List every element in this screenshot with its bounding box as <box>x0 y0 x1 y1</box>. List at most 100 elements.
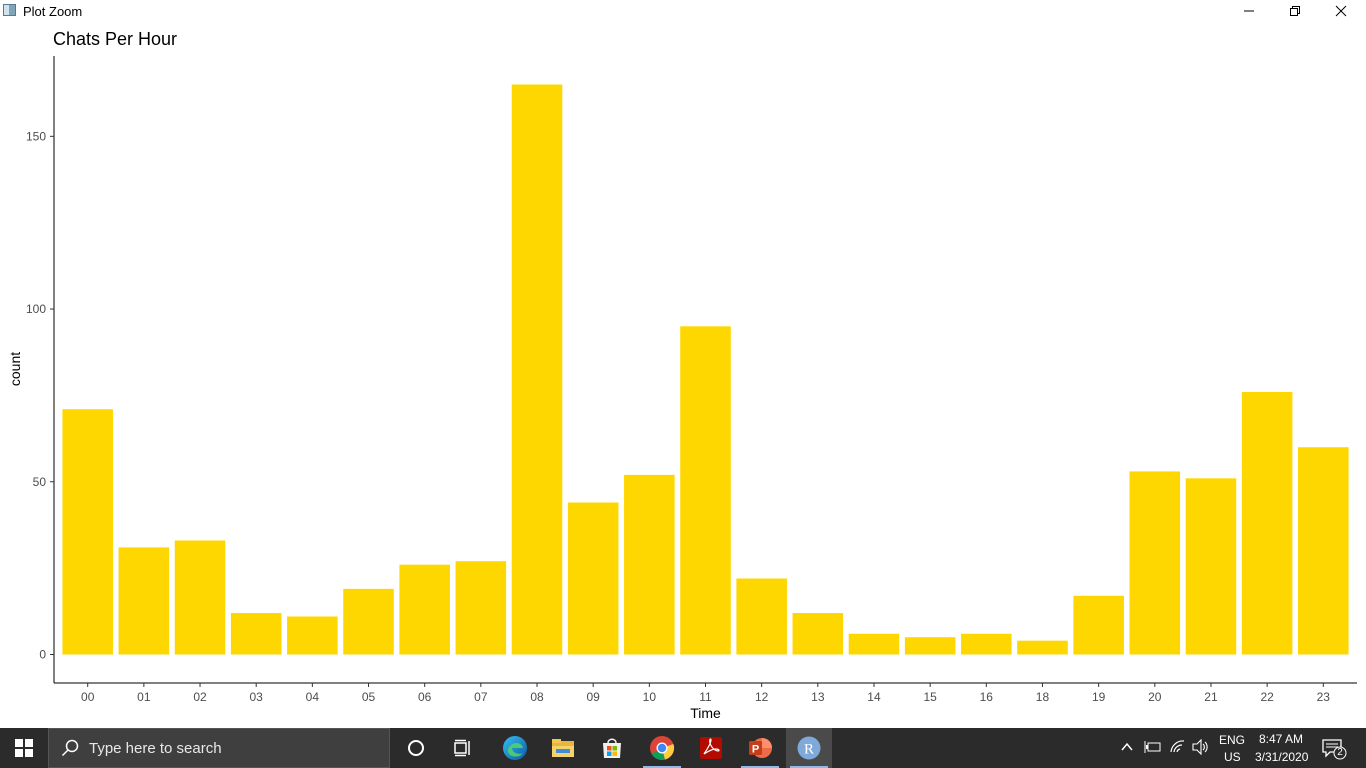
x-axis-title: Time <box>690 705 721 721</box>
r-icon: R <box>797 736 821 760</box>
battery-button[interactable] <box>1144 740 1162 759</box>
show-hidden-icons-button[interactable] <box>1120 740 1134 759</box>
window-title-bar: Plot Zoom <box>0 0 1366 22</box>
wifi-icon <box>1170 740 1185 753</box>
bar-04 <box>287 616 338 655</box>
bar-03 <box>230 613 282 655</box>
x-tick-label: 14 <box>867 690 881 704</box>
running-indicator <box>741 766 779 768</box>
bar-08 <box>511 84 563 655</box>
bar-18 <box>1017 640 1068 655</box>
search-box[interactable]: Type here to search <box>48 728 390 768</box>
bar-12 <box>736 578 787 655</box>
powerpoint-button[interactable]: P <box>737 728 783 768</box>
bar-14 <box>848 633 900 655</box>
x-tick-label: 02 <box>193 690 207 704</box>
bar-05 <box>343 588 394 655</box>
x-tick-label: 03 <box>250 690 264 704</box>
file-explorer-button[interactable] <box>540 728 586 768</box>
x-tick-label: 05 <box>362 690 376 704</box>
edge-icon <box>503 736 527 760</box>
chrome-icon <box>650 736 675 760</box>
bar-21 <box>1185 478 1237 655</box>
bar-20 <box>1129 471 1181 655</box>
clock-date[interactable]: 3/31/2020 <box>1255 750 1309 764</box>
windows-logo-icon <box>15 739 33 757</box>
x-tick-label: 08 <box>530 690 544 704</box>
restore-button[interactable] <box>1272 0 1318 22</box>
volume-button[interactable] <box>1192 738 1210 760</box>
cortana-button[interactable] <box>393 728 439 768</box>
task-view-button[interactable] <box>440 728 486 768</box>
x-tick-label: 11 <box>699 690 712 704</box>
file-explorer-icon <box>552 739 574 757</box>
bar-00 <box>62 409 113 655</box>
chevron-up-icon <box>1121 742 1133 751</box>
minimize-button[interactable] <box>1226 0 1272 22</box>
close-icon <box>1335 5 1347 17</box>
bar-02 <box>174 540 226 655</box>
bar-22 <box>1241 391 1293 655</box>
task-view-icon <box>454 739 470 757</box>
store-icon <box>603 738 621 758</box>
clock-time[interactable]: 8:47 AM <box>1259 732 1304 746</box>
bar-10 <box>624 474 675 655</box>
chrome-button[interactable] <box>639 728 685 768</box>
action-center-button[interactable]: 2 <box>1322 738 1348 765</box>
running-indicator <box>790 766 828 768</box>
restore-icon <box>1290 6 1300 16</box>
bar-15 <box>904 637 956 655</box>
cortana-icon <box>408 740 424 756</box>
y-axis-title: count <box>7 352 23 386</box>
x-tick-label: 19 <box>1092 690 1106 704</box>
edge-button[interactable] <box>492 728 538 768</box>
chart-title: Chats Per Hour <box>53 29 178 49</box>
notification-icon <box>1322 739 1347 760</box>
bar-09 <box>567 502 619 655</box>
x-tick-label: 01 <box>137 690 151 704</box>
bar-07 <box>455 561 507 655</box>
bar-19 <box>1073 595 1124 655</box>
x-tick-label: 09 <box>586 690 600 704</box>
search-placeholder: Type here to search <box>89 740 222 757</box>
start-button[interactable] <box>0 728 48 768</box>
y-tick-label: 100 <box>26 302 46 316</box>
acrobat-icon <box>700 737 722 759</box>
x-tick-label: 20 <box>1148 690 1162 704</box>
acrobat-button[interactable] <box>688 728 734 768</box>
close-button[interactable] <box>1318 0 1364 22</box>
x-tick-label: 18 <box>1036 690 1050 704</box>
x-tick-label: 22 <box>1260 690 1274 704</box>
y-tick-label: 0 <box>39 648 46 662</box>
x-tick-label: 21 <box>1204 690 1218 704</box>
window-title: Plot Zoom <box>23 4 83 19</box>
running-indicator <box>643 766 681 768</box>
bar-01 <box>118 547 170 655</box>
x-tick-label: 12 <box>755 690 769 704</box>
store-button[interactable] <box>589 728 635 768</box>
taskbar: Type here to search <box>0 728 1366 768</box>
bar-13 <box>792 613 844 655</box>
x-tick-label: 16 <box>980 690 994 704</box>
search-icon <box>61 739 79 757</box>
bar-06 <box>399 564 450 655</box>
x-tick-label: 00 <box>81 690 95 704</box>
battery-icon <box>1144 741 1161 753</box>
y-tick-label: 50 <box>33 475 47 489</box>
x-tick-label: 13 <box>811 690 825 704</box>
minimize-icon <box>1244 10 1254 12</box>
x-tick-label: 06 <box>418 690 432 704</box>
bar-chart: 0 50 100 150 00 01 02 03 04 05 06 07 08 09 10 11 12 13 14 1… <box>7 56 1357 721</box>
app-icon <box>3 4 16 16</box>
x-tick-label: 07 <box>474 690 488 704</box>
svg-text:R: R <box>804 742 814 758</box>
language-indicator[interactable]: ENG <box>1219 733 1246 747</box>
r-button[interactable]: R <box>786 728 832 768</box>
bar-11 <box>680 326 731 655</box>
x-tick-label: 23 <box>1317 690 1331 704</box>
speaker-icon <box>1192 738 1208 756</box>
notification-count: 2 <box>1337 747 1343 758</box>
network-button[interactable] <box>1169 739 1187 760</box>
region-indicator[interactable]: US <box>1224 750 1241 764</box>
x-tick-label: 04 <box>306 690 320 704</box>
